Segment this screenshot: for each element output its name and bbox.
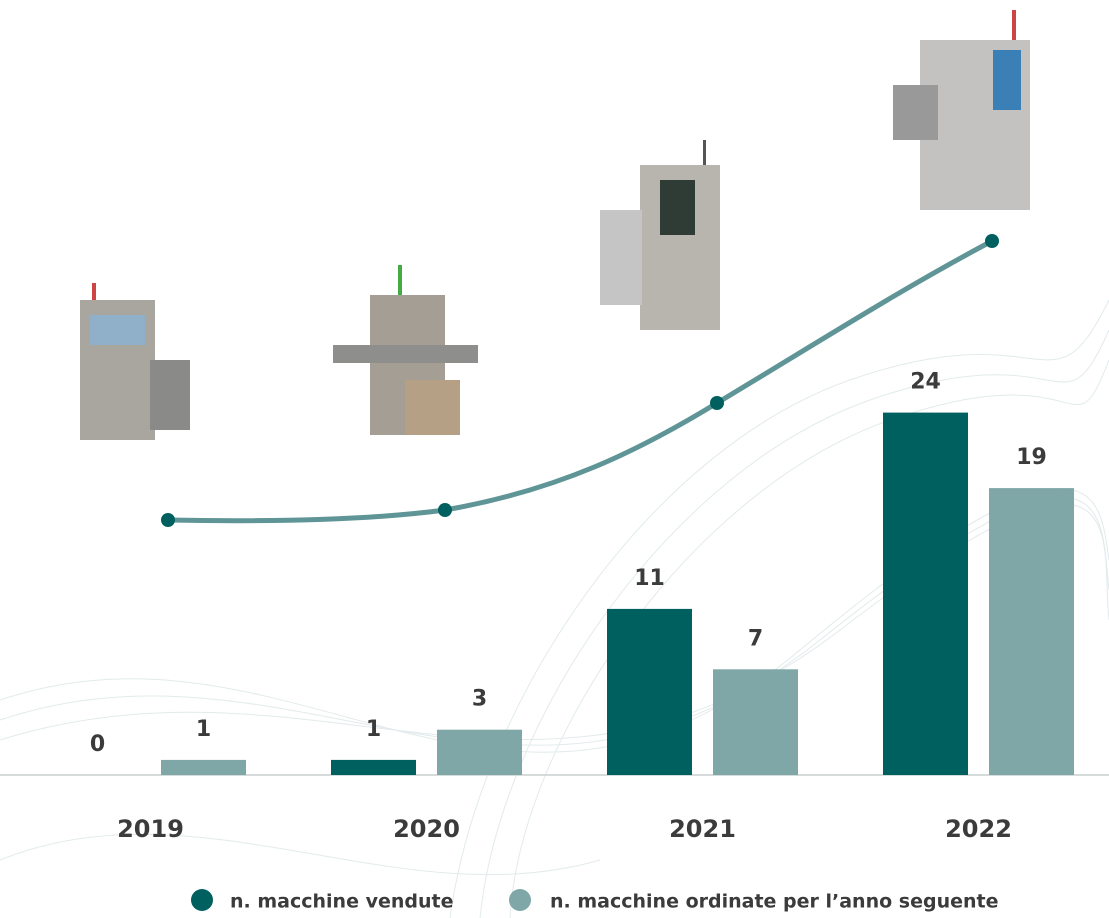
value-label: 0 bbox=[90, 732, 105, 757]
trend-point bbox=[438, 503, 452, 517]
value-label: 19 bbox=[1016, 445, 1047, 470]
bar bbox=[437, 729, 522, 775]
value-label: 24 bbox=[910, 370, 941, 395]
value-label: 1 bbox=[366, 717, 381, 742]
legend-swatch bbox=[509, 889, 531, 911]
value-label: 7 bbox=[748, 626, 763, 651]
trend-point bbox=[710, 396, 724, 410]
bar bbox=[331, 759, 416, 775]
bar bbox=[607, 608, 692, 775]
trend-point bbox=[161, 513, 175, 527]
machine-2019 bbox=[80, 283, 190, 440]
trend-line bbox=[161, 234, 999, 527]
machine-2020 bbox=[333, 265, 478, 435]
bar bbox=[161, 759, 246, 775]
machine-2021 bbox=[600, 140, 720, 330]
legend-swatch bbox=[191, 889, 213, 911]
value-label: 1 bbox=[196, 717, 211, 742]
machine-2022 bbox=[893, 10, 1030, 210]
value-label: 3 bbox=[472, 687, 487, 712]
trend-point bbox=[985, 234, 999, 248]
x-tick-label: 2022 bbox=[945, 815, 1012, 843]
x-tick-label: 2019 bbox=[117, 815, 184, 843]
trend-curve bbox=[167, 238, 994, 524]
x-tick-label: 2021 bbox=[669, 815, 736, 843]
x-tick-label: 2020 bbox=[393, 815, 460, 843]
value-label: 11 bbox=[634, 566, 665, 591]
bar bbox=[713, 669, 798, 775]
machine-images bbox=[80, 10, 1030, 440]
bar bbox=[989, 488, 1074, 775]
bar bbox=[883, 412, 968, 775]
legend-label: n. macchine vendute bbox=[230, 891, 453, 913]
legend-label: n. macchine ordinate per l’anno seguente bbox=[550, 891, 999, 913]
